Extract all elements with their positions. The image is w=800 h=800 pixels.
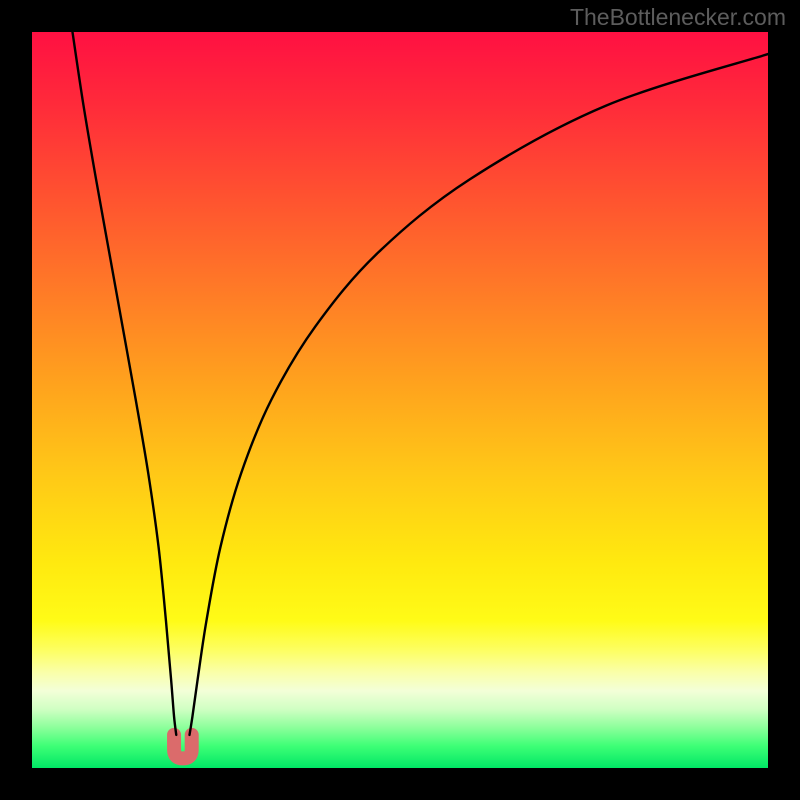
chart-background — [32, 32, 768, 768]
watermark-text: TheBottlenecker.com — [570, 4, 786, 31]
bottleneck-chart — [0, 0, 800, 800]
chart-frame: TheBottlenecker.com — [0, 0, 800, 800]
